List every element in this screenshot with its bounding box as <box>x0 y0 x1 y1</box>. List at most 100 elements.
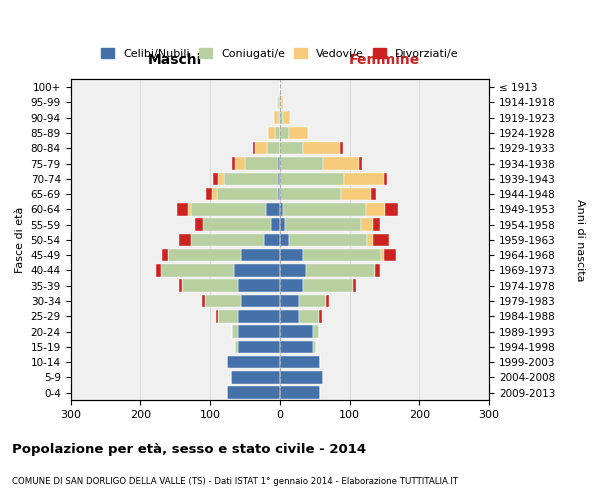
Bar <box>280 234 289 246</box>
Bar <box>280 142 303 154</box>
Bar <box>283 112 290 124</box>
Bar <box>367 234 373 246</box>
Bar <box>280 326 313 338</box>
Bar <box>280 203 283 215</box>
Bar <box>353 280 356 292</box>
Bar <box>280 280 303 292</box>
Bar <box>371 188 376 200</box>
Y-axis label: Fasce di età: Fasce di età <box>15 206 25 273</box>
Bar <box>278 112 280 124</box>
Bar <box>280 386 320 399</box>
Bar <box>385 172 387 185</box>
Bar <box>323 157 359 170</box>
Bar <box>241 294 280 308</box>
Bar <box>381 249 384 262</box>
Bar <box>280 356 320 368</box>
Bar <box>280 126 289 139</box>
Bar <box>218 310 238 322</box>
Bar <box>280 294 299 308</box>
Bar <box>266 203 280 215</box>
Bar <box>202 294 205 308</box>
Bar <box>280 172 344 185</box>
Bar <box>277 96 278 108</box>
Bar <box>340 142 343 154</box>
Text: Femmine: Femmine <box>349 54 420 68</box>
Y-axis label: Anni di nascita: Anni di nascita <box>575 198 585 281</box>
Bar <box>280 264 307 276</box>
Bar <box>245 157 278 170</box>
Bar <box>313 326 319 338</box>
Bar <box>162 249 168 262</box>
Bar <box>191 234 265 246</box>
Bar <box>319 310 322 322</box>
Bar <box>217 188 278 200</box>
Bar <box>275 126 280 139</box>
Bar <box>299 310 319 322</box>
Bar <box>280 157 323 170</box>
Bar <box>191 203 266 215</box>
Bar <box>271 218 280 231</box>
Bar <box>196 218 203 231</box>
Bar <box>203 218 271 231</box>
Bar <box>278 172 280 185</box>
Bar <box>253 142 254 154</box>
Bar <box>215 310 218 322</box>
Bar <box>235 340 238 353</box>
Bar <box>205 294 241 308</box>
Bar <box>280 371 323 384</box>
Bar <box>206 188 212 200</box>
Bar <box>278 188 280 200</box>
Bar <box>326 294 329 308</box>
Bar <box>238 326 280 338</box>
Bar <box>268 126 275 139</box>
Bar <box>361 218 373 231</box>
Bar <box>224 172 278 185</box>
Bar <box>280 112 283 124</box>
Bar <box>235 157 245 170</box>
Bar <box>232 326 238 338</box>
Bar <box>373 218 380 231</box>
Bar <box>280 340 313 353</box>
Bar <box>231 371 280 384</box>
Bar <box>289 126 308 139</box>
Bar <box>289 234 367 246</box>
Bar <box>188 203 191 215</box>
Bar <box>303 280 353 292</box>
Bar <box>341 188 371 200</box>
Legend: Celibi/Nubili, Coniugati/e, Vedovi/e, Divorziati/e: Celibi/Nubili, Coniugati/e, Vedovi/e, Di… <box>97 44 463 63</box>
Bar <box>267 142 280 154</box>
Bar <box>212 188 217 200</box>
Bar <box>280 96 281 108</box>
Bar <box>280 249 303 262</box>
Bar <box>303 249 381 262</box>
Bar <box>179 280 182 292</box>
Bar <box>238 280 280 292</box>
Bar <box>384 249 397 262</box>
Text: Maschi: Maschi <box>148 54 202 68</box>
Bar <box>265 234 280 246</box>
Bar <box>232 157 235 170</box>
Bar <box>344 172 385 185</box>
Bar <box>365 203 385 215</box>
Bar <box>281 96 283 108</box>
Bar <box>278 96 280 108</box>
Bar <box>278 157 280 170</box>
Bar <box>385 203 398 215</box>
Bar <box>283 203 365 215</box>
Bar <box>313 340 316 353</box>
Bar <box>373 234 389 246</box>
Bar <box>374 264 380 276</box>
Text: COMUNE DI SAN DORLIGO DELLA VALLE (TS) - Dati ISTAT 1° gennaio 2014 - Elaborazio: COMUNE DI SAN DORLIGO DELLA VALLE (TS) -… <box>12 477 458 486</box>
Bar <box>227 356 280 368</box>
Bar <box>238 310 280 322</box>
Bar <box>235 264 280 276</box>
Bar <box>303 142 340 154</box>
Bar <box>299 294 326 308</box>
Bar <box>182 280 238 292</box>
Bar <box>176 203 188 215</box>
Bar <box>213 172 218 185</box>
Bar <box>238 340 280 353</box>
Bar <box>280 310 299 322</box>
Text: Popolazione per età, sesso e stato civile - 2014: Popolazione per età, sesso e stato civil… <box>12 442 366 456</box>
Bar <box>280 218 286 231</box>
